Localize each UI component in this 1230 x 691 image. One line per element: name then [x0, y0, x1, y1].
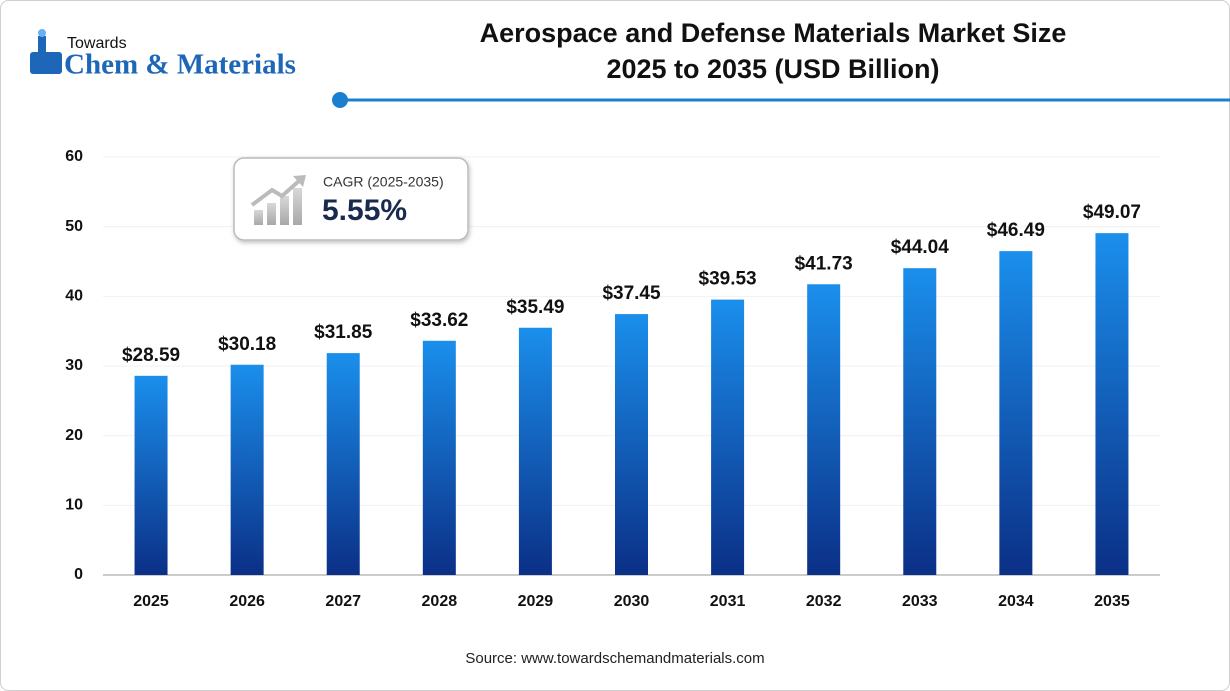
data-label: $35.49: [506, 297, 564, 318]
x-tick-label: 2026: [229, 593, 265, 610]
y-tick-label: 60: [65, 148, 83, 165]
logo-icon: [30, 52, 62, 74]
x-tick-label: 2025: [133, 593, 169, 610]
bar: [999, 251, 1033, 575]
bar: [711, 299, 745, 575]
logo-icon: [38, 36, 46, 54]
cagr-label: CAGR (2025-2035): [323, 174, 444, 190]
plot-area: 01020304050602025$28.592026$30.182027$31…: [65, 148, 1160, 610]
bar: [134, 375, 168, 575]
cagr-box: CAGR (2025-2035) 5.55%: [233, 157, 469, 241]
x-tick-label: 2028: [422, 593, 458, 610]
y-tick-label: 20: [65, 427, 83, 444]
cagr-icon: [293, 188, 302, 225]
y-tick-label: 50: [65, 218, 83, 235]
bar: [903, 268, 937, 575]
cagr-icon: [250, 178, 302, 207]
logo-main: Chem & Materials: [64, 49, 296, 81]
logo-top: Towards: [67, 35, 127, 52]
data-label: $28.59: [122, 345, 180, 366]
cagr-icon: [280, 196, 289, 225]
header-dot: [332, 92, 348, 108]
data-label: $41.73: [795, 253, 853, 274]
data-label: $46.49: [987, 220, 1045, 241]
data-label: $49.07: [1083, 202, 1141, 223]
x-tick-label: 2033: [902, 593, 938, 610]
x-tick-label: 2031: [710, 593, 746, 610]
data-label: $31.85: [314, 322, 373, 343]
cagr-value: 5.55%: [322, 194, 407, 227]
logo-icon: [38, 29, 46, 37]
bar: [807, 284, 841, 575]
chart-title: Aerospace and Defense Materials Market S…: [480, 18, 1067, 48]
data-label: $30.18: [218, 334, 276, 355]
cagr-icon: [254, 210, 263, 225]
logo: Towards Chem & Materials: [30, 29, 296, 81]
data-label: $37.45: [602, 283, 661, 304]
x-tick-label: 2034: [998, 593, 1034, 610]
data-label: $39.53: [699, 269, 757, 290]
bar: [518, 327, 552, 575]
y-tick-label: 30: [65, 357, 83, 374]
x-tick-label: 2027: [325, 593, 361, 610]
cagr-icon: [267, 203, 276, 225]
cagr-icon: [293, 175, 306, 187]
cagr-frame: [233, 157, 469, 241]
bar: [615, 314, 648, 575]
bar: [422, 340, 456, 575]
data-label: $33.62: [410, 310, 468, 331]
bar: [326, 353, 360, 575]
y-tick-label: 40: [65, 288, 83, 305]
source: Source: www.towardschemandmaterials.com: [465, 650, 764, 667]
bar: [230, 364, 264, 575]
data-label: $44.04: [891, 237, 950, 258]
x-tick-label: 2035: [1094, 593, 1130, 610]
y-tick-label: 0: [74, 566, 83, 583]
y-tick-label: 10: [65, 497, 83, 514]
chart-subtitle: 2025 to 2035 (USD Billion): [606, 54, 939, 84]
x-tick-label: 2032: [806, 593, 842, 610]
x-tick-label: 2029: [518, 593, 554, 610]
x-tick-label: 2030: [614, 593, 650, 610]
bar: [1095, 233, 1129, 575]
